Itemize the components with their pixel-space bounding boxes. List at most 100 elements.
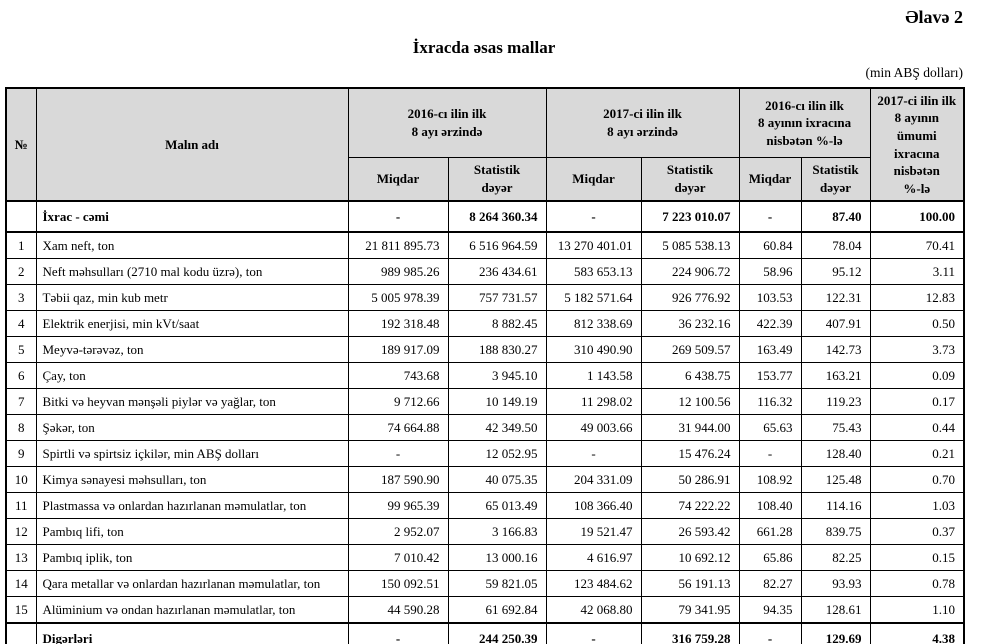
value-cell: 100.00 — [869, 200, 965, 233]
value-cell: 7 223 010.07 — [640, 200, 740, 233]
table-row: 12 Pambıq lifi, ton 2 952.07 3 166.83 19 521… — [5, 518, 965, 545]
value-cell: 78.04 — [800, 231, 871, 259]
value-cell: 407.91 — [800, 310, 871, 337]
value-cell: 5 005 978.39 — [347, 284, 449, 311]
value-cell: 189 917.09 — [347, 336, 449, 363]
value-cell: 661.28 — [738, 518, 802, 545]
value-cell: 70.41 — [869, 231, 965, 259]
value-cell: 163.21 — [800, 362, 871, 389]
value-cell: 95.12 — [800, 258, 871, 285]
value-cell: 583 653.13 — [545, 258, 642, 285]
col-header-total-share: 2017-ci ilin ilk 8 ayının ümumi ixracına… — [869, 87, 965, 202]
value-cell: 42 349.50 — [447, 414, 547, 441]
col-group-2016: 2016-cı ilin ilk 8 ayı ərzində — [347, 87, 547, 158]
table-header: № Malın adı 2016-cı ilin ilk 8 ayı ərzin… — [5, 87, 965, 202]
value-cell: 49 003.66 — [545, 414, 642, 441]
value-cell: 12 052.95 — [447, 440, 547, 467]
col-group-ratio-2016: 2016-cı ilin ilk 8 ayının ixracına nisbə… — [738, 87, 871, 158]
value-cell: 192 318.48 — [347, 310, 449, 337]
value-cell: 74 222.22 — [640, 492, 740, 519]
value-cell: 128.40 — [800, 440, 871, 467]
unit-note: (min ABŞ dolları) — [865, 65, 964, 80]
value-cell: 12 100.56 — [640, 388, 740, 415]
value-cell: 10 692.12 — [640, 544, 740, 571]
value-cell: 4.38 — [869, 622, 965, 644]
value-cell: 3 166.83 — [447, 518, 547, 545]
header-sub-row: Miqdar Statistik dəyər Miqdar Statistik … — [6, 157, 964, 202]
value-cell: 75.43 — [800, 414, 871, 441]
col-group-2017: 2017-ci ilin ilk 8 ayı ərzində — [545, 87, 740, 158]
table-summary-row: İxrac - cəmi -8 264 360.34-7 223 010.07-8… — [5, 200, 965, 233]
value-cell: 15 476.24 — [640, 440, 740, 467]
row-number-cell: 3 — [5, 284, 37, 311]
table-row: 14 Qara metallar və onlardan hazırlanan m… — [5, 570, 965, 597]
value-cell: - — [347, 440, 449, 467]
value-cell: 0.17 — [869, 388, 965, 415]
row-number-cell: 15 — [5, 596, 37, 624]
value-cell: 5 182 571.64 — [545, 284, 642, 311]
value-cell: 0.21 — [869, 440, 965, 467]
page-title: İxracda əsas mallar — [412, 38, 556, 57]
table-row: 7 Bitki və heyvan mənşəli piylər və yağla… — [5, 388, 965, 415]
value-cell: 128.61 — [800, 596, 871, 624]
value-cell: 21 811 895.73 — [347, 231, 449, 259]
value-cell: 36 232.16 — [640, 310, 740, 337]
col-header-no: № — [5, 87, 37, 202]
value-cell: 244 250.39 — [447, 622, 547, 644]
product-name-cell: Çay, ton — [35, 362, 349, 389]
product-name-cell: Elektrik enerjisi, min kVt/saat — [35, 310, 349, 337]
value-cell: 0.15 — [869, 544, 965, 571]
value-cell: 58.96 — [738, 258, 802, 285]
value-cell: - — [545, 440, 642, 467]
value-cell: 224 906.72 — [640, 258, 740, 285]
value-cell: - — [738, 440, 802, 467]
row-number-cell: 2 — [5, 258, 37, 285]
row-number-cell: 11 — [5, 492, 37, 519]
value-cell: 150 092.51 — [347, 570, 449, 597]
value-cell: 1 143.58 — [545, 362, 642, 389]
table-row: 11 Plastmassa və onlardan hazırlanan məmu… — [5, 492, 965, 519]
value-cell: 163.49 — [738, 336, 802, 363]
value-cell: 87.40 — [800, 200, 871, 233]
value-cell: 19 521.47 — [545, 518, 642, 545]
col-header-quantity-2017: Miqdar — [545, 157, 642, 202]
value-cell: 3.73 — [869, 336, 965, 363]
table-summary-row: Digərləri -244 250.39-316 759.28-129.69 4.… — [5, 622, 965, 644]
value-cell: 926 776.92 — [640, 284, 740, 311]
value-cell: 40 075.35 — [447, 466, 547, 493]
document-content: Əlavə 2 İxracda əsas mallar (min ABŞ dol… — [5, 0, 966, 644]
value-cell: 125.48 — [800, 466, 871, 493]
value-cell: 65.86 — [738, 544, 802, 571]
value-cell: 188 830.27 — [447, 336, 547, 363]
value-cell: 65.63 — [738, 414, 802, 441]
value-cell: 8 264 360.34 — [447, 200, 547, 233]
table-row: 5 Meyvə-tərəvəz, ton 189 917.09 188 830.27 3… — [5, 336, 965, 363]
value-cell: 13 270 401.01 — [545, 231, 642, 259]
value-cell: 6 516 964.59 — [447, 231, 547, 259]
table-row: 6 Çay, ton 743.68 3 945.10 1 143.58 6 438.75 1… — [5, 362, 965, 389]
row-number-cell: 1 — [5, 231, 37, 259]
value-cell: 60.84 — [738, 231, 802, 259]
product-name-cell: Neft məhsulları (2710 mal kodu üzrə), to… — [35, 258, 349, 285]
table-row: 1 Xam neft, ton 21 811 895.73 6 516 964.59 1… — [5, 231, 965, 259]
value-cell: 123 484.62 — [545, 570, 642, 597]
table-row: 8 Şəkər, ton 74 664.88 42 349.50 49 003.66 31… — [5, 414, 965, 441]
value-cell: 61 692.84 — [447, 596, 547, 624]
value-cell: 119.23 — [800, 388, 871, 415]
value-cell: 204 331.09 — [545, 466, 642, 493]
product-name-cell: Plastmassa və onlardan hazırlanan məmula… — [35, 492, 349, 519]
row-number-cell — [5, 200, 37, 233]
product-name-cell: Digərləri — [35, 622, 349, 644]
row-number-cell: 13 — [5, 544, 37, 571]
value-cell: 26 593.42 — [640, 518, 740, 545]
value-cell: 108.40 — [738, 492, 802, 519]
col-header-product: Malın adı — [35, 87, 349, 202]
product-name-cell: Alüminium və ondan hazırlanan məmulatlar… — [35, 596, 349, 624]
table-row: 13 Pambıq iplik, ton 7 010.42 13 000.16 4 61… — [5, 544, 965, 571]
value-cell: 0.44 — [869, 414, 965, 441]
value-cell: - — [738, 622, 802, 644]
value-cell: 0.37 — [869, 518, 965, 545]
table-row: 4 Elektrik enerjisi, min kVt/saat 192 318.… — [5, 310, 965, 337]
row-number-cell: 9 — [5, 440, 37, 467]
